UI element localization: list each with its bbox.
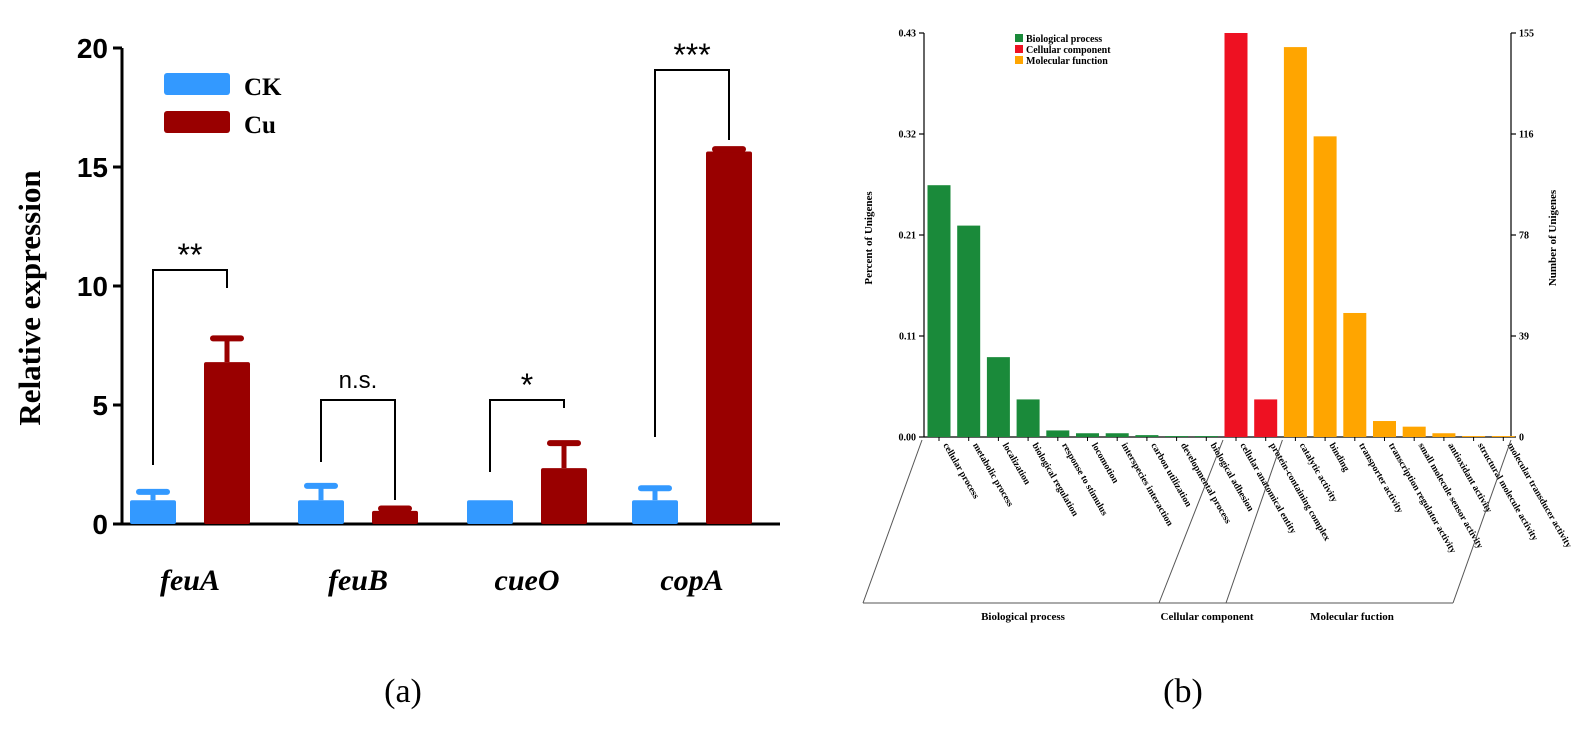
panel-b-right-axis-label: Number of Unigenes — [1547, 189, 1559, 286]
group-label: Biological process — [981, 611, 1066, 623]
left-tick-label: 0.11 — [899, 332, 916, 343]
bar-binding — [1313, 136, 1337, 438]
legend-swatch-cu — [164, 111, 230, 133]
y-tick-label: 10 — [77, 271, 108, 302]
bar-catalytic-activity — [1283, 47, 1307, 438]
significance-label: *** — [673, 37, 710, 73]
legend-swatch — [1015, 34, 1023, 42]
bar-localization — [986, 357, 1010, 437]
y-tick-label: 15 — [77, 152, 108, 183]
right-tick-label: 116 — [1519, 130, 1533, 141]
category-label: feuA — [160, 564, 220, 597]
bar-response-to-stimulus — [1046, 430, 1070, 437]
legend-label: Cellular component — [1026, 45, 1111, 56]
bar-protein-containing-complex — [1254, 399, 1278, 437]
significance-label: ** — [178, 237, 203, 273]
significance-bracket — [152, 269, 228, 465]
panel-a-label: (a) — [384, 673, 422, 710]
legend-swatch — [1015, 56, 1023, 64]
right-tick-label: 0 — [1519, 433, 1524, 444]
left-tick-label: 0.43 — [899, 29, 917, 40]
bar-carbon-utilization — [1135, 435, 1159, 437]
y-tick-label: 5 — [92, 390, 108, 421]
panel-b-y-ticks: 0.00 0.11 0.21 0.32 0.43 0 39 78 116 155 — [899, 29, 1535, 444]
panel-b-left-axis-label: Percent of Unigenes — [863, 191, 875, 285]
frame-divider — [1225, 439, 1283, 604]
bar-antioxidant-activity — [1432, 433, 1456, 437]
y-tick-label: 0 — [92, 509, 108, 540]
category-label: cellular anatomical entity — [1237, 442, 1297, 537]
legend-swatch — [1015, 45, 1023, 53]
category-label: structural molecule activity — [1475, 442, 1539, 544]
bar-developmental-process — [1165, 436, 1189, 437]
panel-a-significance: **n.s. **** — [152, 37, 730, 500]
bar-cu-copA — [706, 151, 752, 524]
legend-label: Biological process — [1026, 34, 1102, 45]
panel-a-y-ticks: 0 5 10 15 20 — [77, 33, 122, 540]
bar-transcription-regulator-activity — [1373, 421, 1396, 437]
bar-structural-molecule-activity — [1462, 436, 1486, 437]
bar-ck-feuB — [298, 500, 344, 524]
bar-cellular-anatomical-entity — [1224, 33, 1248, 437]
bar-cu-cueO — [541, 468, 587, 524]
right-tick-label: 155 — [1519, 29, 1534, 40]
category-label: locomotion — [1089, 442, 1120, 486]
category-label: copA — [660, 564, 723, 597]
left-tick-label: 0.32 — [899, 130, 917, 141]
category-label: binding — [1327, 442, 1351, 474]
bar-cellular-process — [927, 185, 951, 437]
bar-cu-feuB — [372, 510, 418, 524]
legend-label-ck: CK — [244, 74, 282, 101]
bar-small-molecule-sensor-activity — [1402, 426, 1426, 437]
frame-divider — [862, 439, 923, 604]
panel-b-group-labels: Biological process Cellular component Mole… — [981, 611, 1394, 623]
bar-biological-regulation — [1016, 399, 1040, 437]
panel-a-legend: CK Cu — [164, 73, 282, 139]
bar-interspecies-interaction — [1105, 433, 1129, 437]
significance-bracket — [320, 399, 396, 500]
panel-b-label: (b) — [1163, 673, 1203, 710]
bar-ck-feuA — [130, 500, 176, 524]
bar-ck-cueO — [467, 500, 513, 524]
significance-bracket — [489, 399, 565, 472]
bar-ck-copA — [632, 500, 678, 524]
panel-a-categories: feuA feuB cueO copA — [160, 564, 724, 597]
bar-cu-feuA — [204, 362, 250, 524]
bar-metabolic-process — [957, 225, 981, 437]
category-label: feuB — [328, 564, 388, 597]
panel-b-bars — [927, 33, 1515, 441]
category-label: interspecies interaction — [1119, 442, 1175, 529]
right-tick-label: 39 — [1519, 332, 1529, 343]
panel-b-category-frame — [862, 439, 1512, 604]
group-label: Molecular fuction — [1310, 611, 1394, 623]
bar-molecular-transducer-activity — [1491, 436, 1515, 437]
left-tick-label: 0.00 — [899, 433, 917, 444]
panel-b-bar-chart: 0.00 0.11 0.21 0.32 0.43 0 39 78 116 155 cellular… — [862, 29, 1573, 710]
frame-divider — [1158, 439, 1224, 604]
left-tick-label: 0.21 — [899, 231, 917, 242]
frame-divider — [1452, 439, 1512, 604]
significance-label: * — [521, 367, 533, 403]
legend-label-cu: Cu — [244, 112, 276, 139]
legend-swatch-ck — [164, 73, 230, 95]
legend-label: Molecular function — [1026, 56, 1108, 67]
panel-a-bars — [130, 146, 752, 524]
bar-transporter-activity — [1343, 312, 1367, 437]
y-tick-label: 20 — [77, 33, 108, 64]
significance-label: n.s. — [339, 367, 378, 394]
significance-bracket — [654, 69, 730, 437]
panel-a-y-axis-label: Relative expression — [12, 170, 47, 425]
bar-locomotion — [1076, 433, 1099, 437]
right-tick-label: 78 — [1519, 231, 1529, 242]
group-label: Cellular component — [1161, 611, 1254, 623]
bar-biological-adhesion — [1194, 436, 1218, 437]
category-label: cueO — [495, 564, 560, 597]
category-label: localization — [1000, 442, 1032, 488]
